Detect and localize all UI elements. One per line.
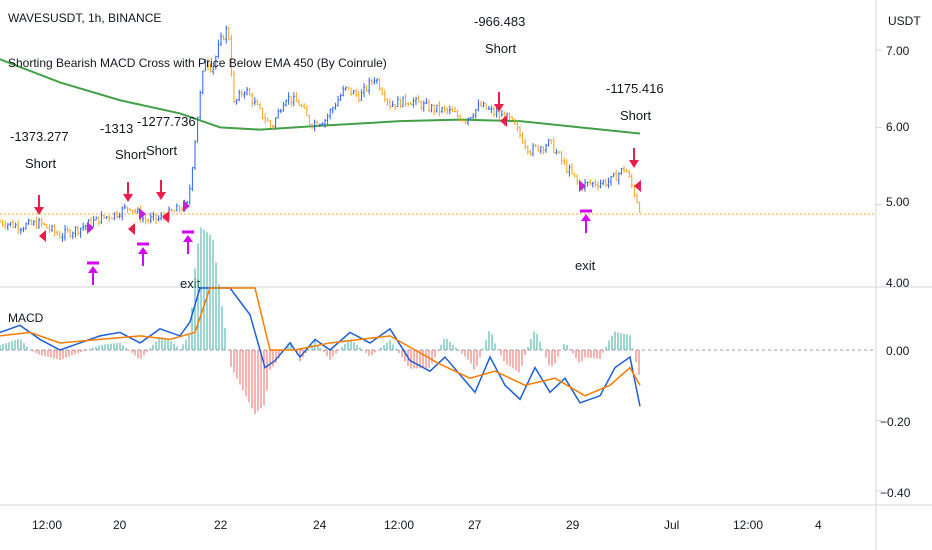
close-marker-4 [579, 180, 586, 192]
time-tick-8: Jul [664, 518, 679, 532]
short-4-value: -966.483 [474, 14, 525, 29]
short-2-arrow-head [123, 194, 133, 202]
entry-marker-1 [39, 230, 46, 242]
entry-marker-4 [500, 115, 507, 127]
macd-axis[interactable]: 0.00 −0.20 −0.40 [880, 344, 911, 500]
time-tick-5: 12:00 [384, 518, 414, 532]
close-marker-2 [139, 208, 146, 220]
macd-tick-2: −0.20 [880, 415, 911, 429]
macd-title: MACD [8, 311, 44, 325]
close-marker-1 [87, 222, 94, 234]
exit-2-label: exit [575, 258, 596, 273]
price-unit: USDT [888, 14, 921, 28]
symbol-title: WAVESUSDT, 1h, BINANCE [8, 11, 161, 25]
price-axis[interactable]: USDT 7.00 6.00 5.00 4.00 [886, 14, 921, 290]
time-tick-10: 4 [815, 518, 822, 532]
short-4-label: Short [485, 41, 516, 56]
time-tick-6: 27 [468, 518, 482, 532]
time-tick-1: 12:00 [32, 518, 62, 532]
time-tick-3: 22 [214, 518, 228, 532]
short-2-label: Short [115, 147, 146, 162]
price-tick-3: 5.00 [886, 195, 910, 209]
time-axis[interactable]: 12:00 20 22 24 12:00 27 29 Jul 12:00 4 [32, 518, 822, 532]
short-2-value: -1313 [100, 121, 133, 136]
trade-markers [34, 92, 641, 285]
ema-450-line [0, 58, 641, 135]
short-1-arrow-head [34, 207, 44, 215]
price-tick-4: 4.00 [886, 276, 910, 290]
entry-marker-5 [634, 180, 641, 192]
entry-marker-2 [128, 223, 135, 235]
short-5-label: Short [620, 108, 651, 123]
exit-1-arrow-head [88, 266, 98, 273]
time-tick-2: 20 [113, 518, 127, 532]
price-panel[interactable] [0, 25, 876, 285]
strategy-title: Shorting Bearish MACD Cross with Price B… [8, 56, 387, 70]
price-tick-1: 7.00 [886, 44, 910, 58]
close-marker-3 [183, 200, 190, 212]
short-1-value: -1373.277 [10, 129, 69, 144]
short-3-label: Short [146, 143, 177, 158]
short-5-value: -1175.416 [606, 81, 664, 96]
time-tick-9: 12:00 [733, 518, 763, 532]
exit-2-arrow-head [138, 247, 148, 254]
short-1-label: Short [25, 156, 56, 171]
time-tick-4: 24 [313, 518, 327, 532]
short-3-value: -1277.736 [137, 114, 196, 129]
short-4-arrow-head [494, 104, 504, 112]
short-3-arrow-head [156, 192, 166, 200]
short-5-arrow-head [629, 160, 639, 168]
exit-3-arrow-head [183, 235, 193, 242]
macd-tick-3: −0.40 [880, 486, 911, 500]
macd-histogram [0, 227, 640, 415]
macd-tick-1: 0.00 [886, 344, 910, 358]
signal-line [0, 287, 641, 397]
price-tick-2: 6.00 [886, 120, 910, 134]
short-annotations: -1373.277 Short -1313 Short -1277.736 Sh… [10, 14, 664, 291]
exit-4-arrow-head [581, 214, 591, 221]
macd-panel[interactable]: MACD [0, 227, 876, 415]
time-tick-7: 29 [566, 518, 580, 532]
entry-marker-3 [162, 211, 169, 223]
